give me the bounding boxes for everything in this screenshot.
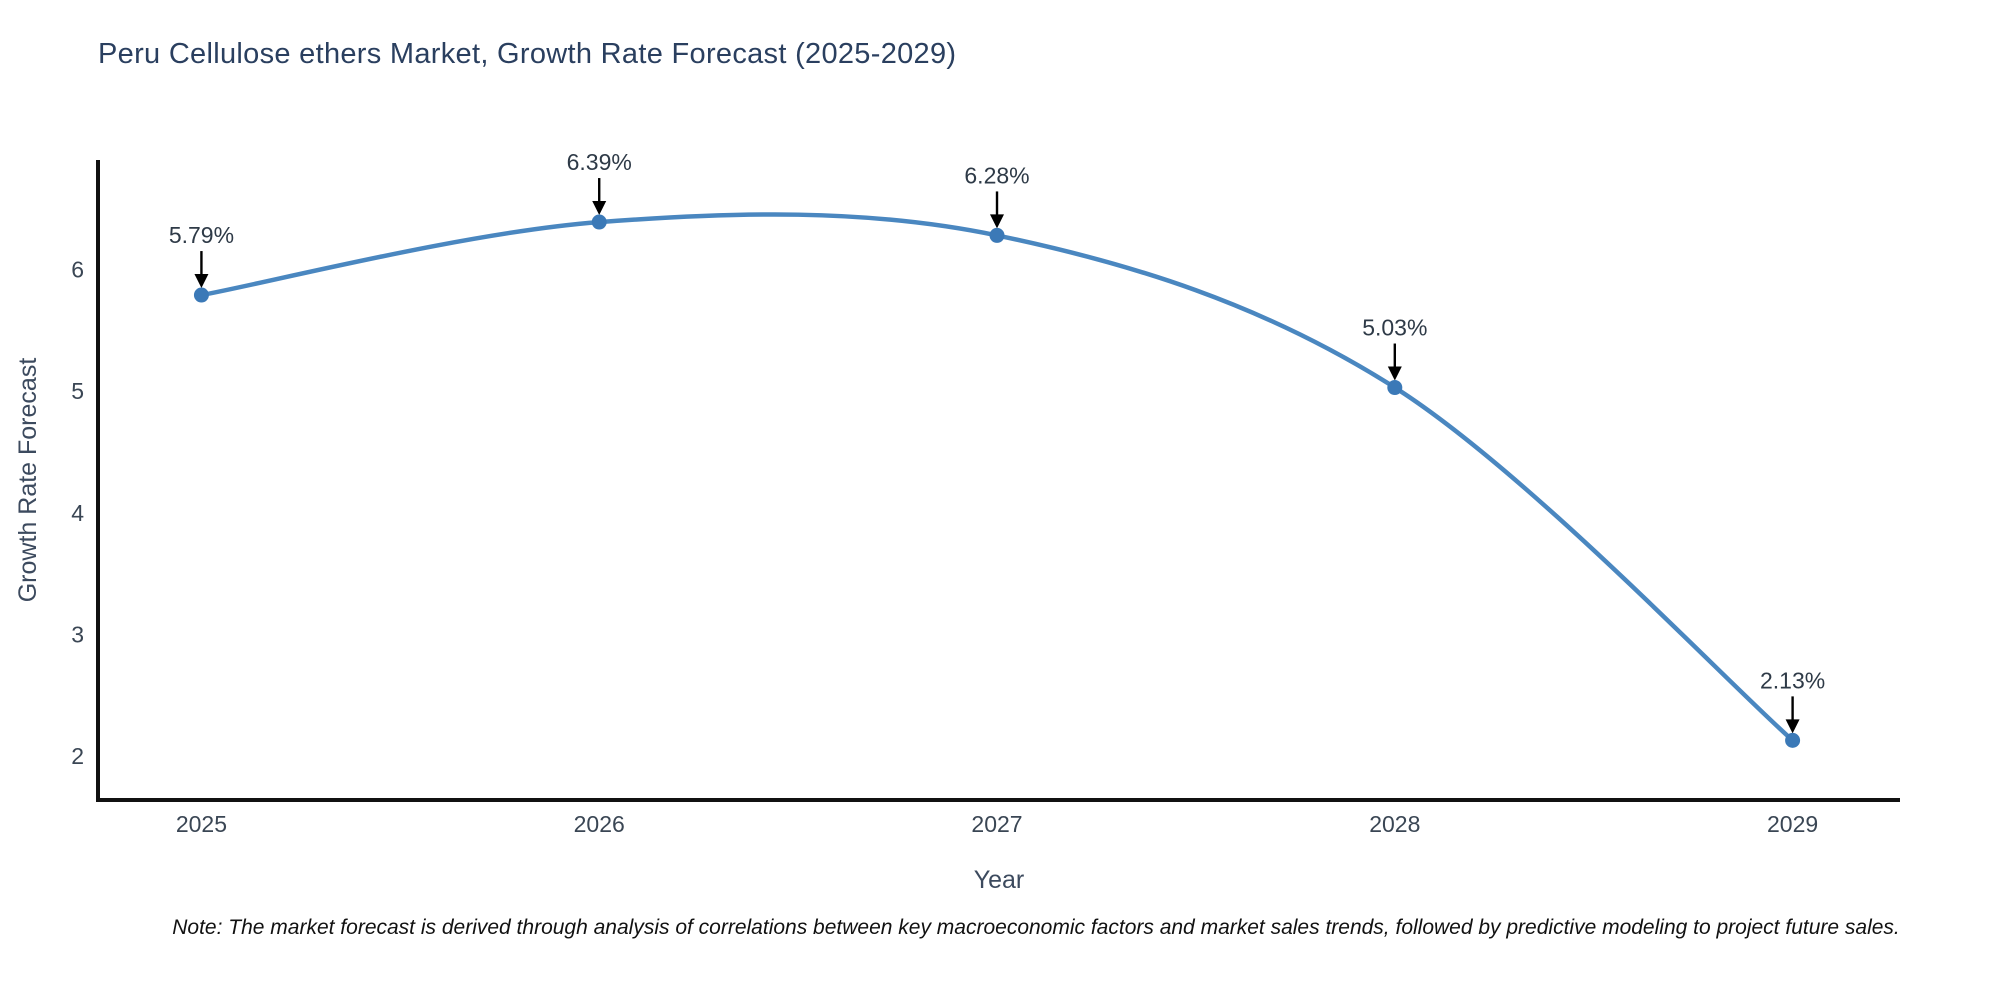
x-tick-label: 2028 <box>1369 811 1420 837</box>
chart-title: Peru Cellulose ethers Market, Growth Rat… <box>98 38 957 70</box>
point-annotation-label: 5.79% <box>169 222 234 248</box>
data-point-2027[interactable] <box>989 227 1005 243</box>
annotation-arrowhead <box>592 201 607 216</box>
y-axis-title: Growth Rate Forecast <box>14 358 42 603</box>
data-point-2025[interactable] <box>193 287 209 303</box>
footnote: Note: The market forecast is derived thr… <box>172 916 1900 939</box>
y-tick-label: 2 <box>71 743 84 769</box>
annotation-arrowhead <box>1387 366 1402 381</box>
x-axis-title: Year <box>974 866 1025 894</box>
data-point-2029[interactable] <box>1785 732 1801 748</box>
x-tick-label: 2026 <box>574 811 625 837</box>
annotation-arrowhead <box>990 214 1005 229</box>
point-annotation-label: 6.39% <box>567 149 632 175</box>
x-tick-label: 2029 <box>1767 811 1818 837</box>
data-point-2026[interactable] <box>591 214 607 230</box>
point-annotation-label: 2.13% <box>1760 667 1825 693</box>
data-point-2028[interactable] <box>1387 380 1403 396</box>
forecast-line <box>199 212 1795 743</box>
y-tick-label: 6 <box>71 257 84 283</box>
annotation-arrowhead <box>1785 719 1800 734</box>
y-tick-label: 3 <box>71 622 84 648</box>
y-tick-label: 5 <box>71 378 84 404</box>
point-annotation-label: 6.28% <box>964 162 1029 188</box>
point-annotation-label: 5.03% <box>1362 315 1427 341</box>
x-tick-label: 2027 <box>971 811 1022 837</box>
x-tick-label: 2025 <box>176 811 227 837</box>
annotation-arrowhead <box>194 274 209 289</box>
y-tick-label: 4 <box>71 500 84 526</box>
